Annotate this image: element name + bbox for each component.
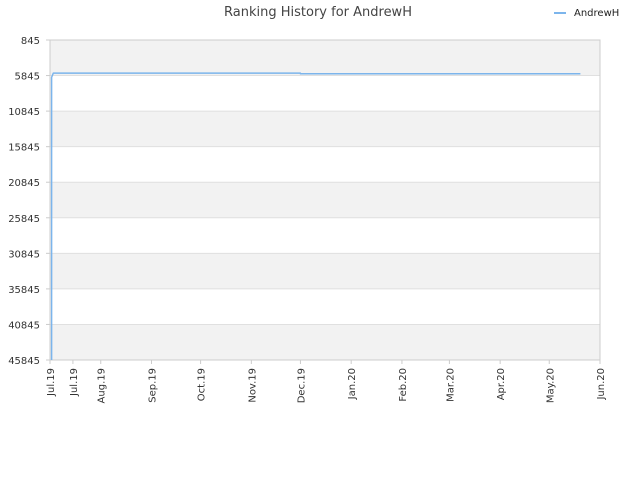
x-tick-label: Nov.19	[247, 368, 258, 403]
y-tick-label: 40845	[8, 320, 40, 331]
y-tick-label: 35845	[8, 285, 40, 296]
grid-bands	[50, 40, 600, 360]
y-tick-label: 30845	[8, 249, 40, 260]
x-tick-label: Oct.19	[197, 368, 208, 401]
plot-border	[49, 39, 601, 361]
x-tick-label: Jul.19	[69, 368, 80, 397]
grid-band	[50, 111, 600, 147]
y-tick-label: 20845	[8, 178, 40, 189]
legend[interactable]: AndrewH	[554, 8, 619, 19]
x-tick-label: Jul.19	[46, 368, 57, 397]
x-tick-label: Feb.20	[398, 368, 409, 402]
y-axis: 845 5845 10845 15845 20845 25845 30845 35845 408…	[8, 36, 50, 367]
grid-band	[50, 40, 600, 76]
x-tick-label: Sep.19	[147, 368, 158, 403]
y-tick-label: 15845	[8, 143, 40, 154]
y-tick-label: 10845	[8, 107, 40, 118]
x-tick-label: Aug.19	[97, 368, 108, 403]
grid-band	[50, 182, 600, 218]
x-tick-label: Jan.20	[347, 368, 358, 400]
legend-label-andrewh: AndrewH	[574, 8, 619, 19]
y-tick-label: 5845	[15, 72, 40, 83]
x-axis: Jul.19 Jul.19 Aug.19 Sep.19 Oct.19 Nov.19 Dec.…	[46, 360, 607, 403]
grid-band	[50, 324, 600, 360]
y-tick-label: 45845	[8, 356, 40, 367]
chart-title: Ranking History for AndrewH	[224, 5, 412, 20]
x-tick-label: Apr.20	[496, 368, 507, 400]
series-line-andrewh[interactable]	[50, 72, 581, 360]
x-tick-label: Dec.19	[296, 368, 307, 403]
x-tick-label: Mar.20	[445, 368, 456, 402]
x-tick-label: Jun.20	[596, 368, 607, 401]
x-tick-label: May.20	[545, 368, 556, 403]
y-tick-label: 25845	[8, 214, 40, 225]
series-layer	[50, 72, 581, 360]
y-tick-label: 845	[21, 36, 40, 47]
grid-band	[50, 253, 600, 289]
